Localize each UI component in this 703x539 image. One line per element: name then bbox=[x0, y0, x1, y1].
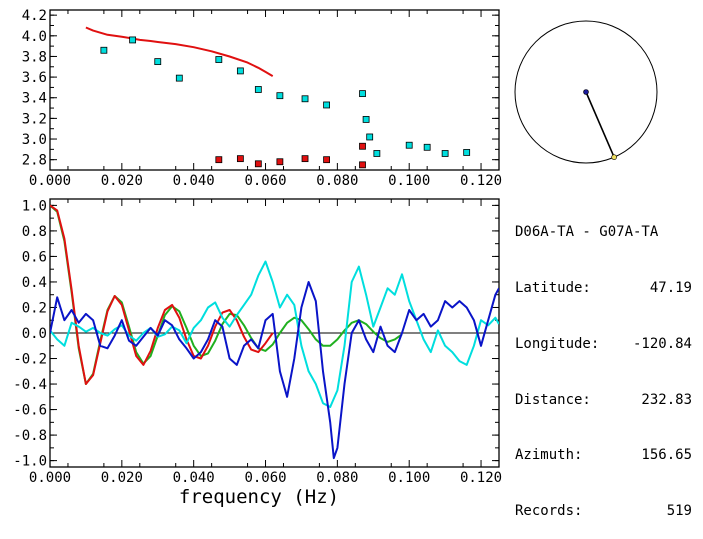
info-label: Distance: bbox=[515, 391, 591, 408]
data-point-cyan bbox=[129, 36, 137, 44]
x-tick-label: 0.040 bbox=[173, 470, 215, 486]
correlation-plot: 0.000 0.020 0.040 0.060 0.080 0.100 0.120 1.0 0.… bbox=[13, 198, 502, 486]
info-label: Latitude: bbox=[515, 279, 591, 296]
data-point-red bbox=[276, 158, 284, 166]
y-tick-label: 0.0 bbox=[22, 326, 47, 342]
info-value: 232.83 bbox=[641, 391, 692, 408]
x-tick-label: 0.060 bbox=[244, 173, 286, 189]
data-point-cyan bbox=[405, 141, 413, 149]
y-tick-label: 3.0 bbox=[22, 132, 47, 148]
y-tick-label: 4.2 bbox=[22, 8, 47, 24]
azimuth-compass bbox=[514, 20, 658, 164]
x-tick-label: 0.120 bbox=[460, 173, 502, 189]
info-label: Records: bbox=[515, 503, 583, 520]
data-point-red bbox=[254, 160, 262, 168]
y-tick-label: 0.4 bbox=[22, 275, 47, 291]
data-point-red bbox=[359, 142, 366, 150]
x-tick-label: 0.100 bbox=[388, 470, 430, 486]
y-tick-label: 3.8 bbox=[22, 49, 47, 65]
y-tick-label: -1.0 bbox=[13, 454, 47, 470]
data-point-cyan bbox=[175, 74, 183, 82]
data-point-red bbox=[236, 155, 244, 163]
info-label: Azimuth: bbox=[515, 447, 583, 464]
data-point-cyan bbox=[463, 149, 471, 156]
plot-content bbox=[85, 26, 471, 169]
info-value: 519 bbox=[666, 503, 692, 520]
info-row-longitude: Longitude: -120.84 bbox=[515, 335, 692, 354]
x-tick-label: 0.120 bbox=[460, 470, 502, 486]
info-label: Longitude: bbox=[515, 335, 600, 352]
data-point-cyan bbox=[301, 95, 309, 103]
data-point-cyan bbox=[254, 86, 262, 93]
dispersion-plot: 0.000 0.020 0.040 0.060 0.080 0.100 0.120 2.8 3.… bbox=[22, 8, 502, 189]
data-point-cyan bbox=[276, 92, 284, 100]
data-point-cyan bbox=[362, 116, 370, 123]
station-origin-marker bbox=[583, 89, 589, 95]
y-tick-label: 4.0 bbox=[22, 29, 47, 45]
data-point-cyan bbox=[423, 143, 431, 151]
x-tick-label: 0.060 bbox=[244, 470, 286, 486]
x-tick-label: 0.080 bbox=[316, 173, 358, 189]
info-row-latitude: Latitude: 47.19 bbox=[515, 279, 692, 298]
data-point-cyan bbox=[373, 150, 381, 157]
x-axis-label: frequency (Hz) bbox=[179, 486, 339, 508]
y-tick-label: 3.2 bbox=[22, 111, 47, 127]
y-tick-label: 0.6 bbox=[22, 249, 47, 265]
plot-frame bbox=[49, 9, 500, 171]
y-tick-label: 3.4 bbox=[22, 91, 47, 107]
data-point-cyan bbox=[100, 46, 108, 54]
x-tick-label: 0.040 bbox=[173, 173, 215, 189]
y-tick-label: 0.8 bbox=[22, 224, 47, 240]
info-value: 47.19 bbox=[649, 279, 692, 296]
y-tick-label: -0.8 bbox=[13, 428, 47, 444]
series-line-blue bbox=[50, 281, 499, 460]
plot-content bbox=[50, 204, 499, 460]
data-point-cyan bbox=[154, 58, 162, 66]
data-point-cyan bbox=[236, 67, 244, 75]
info-row-distance: Distance: 232.83 bbox=[515, 391, 692, 410]
y-tick-label: 3.6 bbox=[22, 70, 47, 86]
compass-circle bbox=[514, 20, 658, 164]
data-point-cyan bbox=[323, 101, 330, 109]
y-tick-label: 2.8 bbox=[22, 153, 47, 169]
y-tick-label: 0.2 bbox=[22, 300, 47, 316]
x-tick-label: 0.100 bbox=[388, 173, 430, 189]
data-point-cyan bbox=[359, 90, 366, 98]
info-row-records: Records: 519 bbox=[515, 502, 692, 521]
y-tick-label: -0.2 bbox=[13, 352, 47, 368]
x-tick-label: 0.080 bbox=[316, 470, 358, 486]
station-target-marker bbox=[611, 154, 617, 160]
x-tick-label: 0.000 bbox=[29, 173, 71, 189]
station-info-panel: D06A-TA - G07A-TA Latitude: 47.19 Longitu… bbox=[515, 186, 692, 539]
x-tick-label: 0.020 bbox=[101, 173, 143, 189]
station-pair-title: D06A-TA - G07A-TA bbox=[515, 224, 659, 241]
data-point-red bbox=[301, 155, 309, 163]
info-value: 156.65 bbox=[641, 447, 692, 464]
y-tick-label: -0.4 bbox=[13, 377, 47, 393]
y-tick-label: -0.6 bbox=[13, 403, 47, 419]
series-line-red bbox=[85, 26, 274, 77]
y-tick-label: 1.0 bbox=[22, 198, 47, 214]
data-point-red bbox=[215, 156, 223, 164]
info-value: -120.84 bbox=[632, 335, 692, 352]
data-point-cyan bbox=[366, 133, 374, 141]
x-tick-label: 0.000 bbox=[29, 470, 71, 486]
data-point-red bbox=[323, 156, 330, 164]
figure: 0.000 0.020 0.040 0.060 0.080 0.100 0.120 2.8 3.… bbox=[13, 8, 658, 508]
data-point-red bbox=[359, 161, 366, 169]
info-row-azimuth: Azimuth: 156.65 bbox=[515, 446, 692, 465]
data-point-cyan bbox=[441, 150, 449, 157]
azimuth-line bbox=[585, 91, 615, 158]
x-tick-label: 0.020 bbox=[101, 470, 143, 486]
data-point-cyan bbox=[215, 56, 223, 63]
